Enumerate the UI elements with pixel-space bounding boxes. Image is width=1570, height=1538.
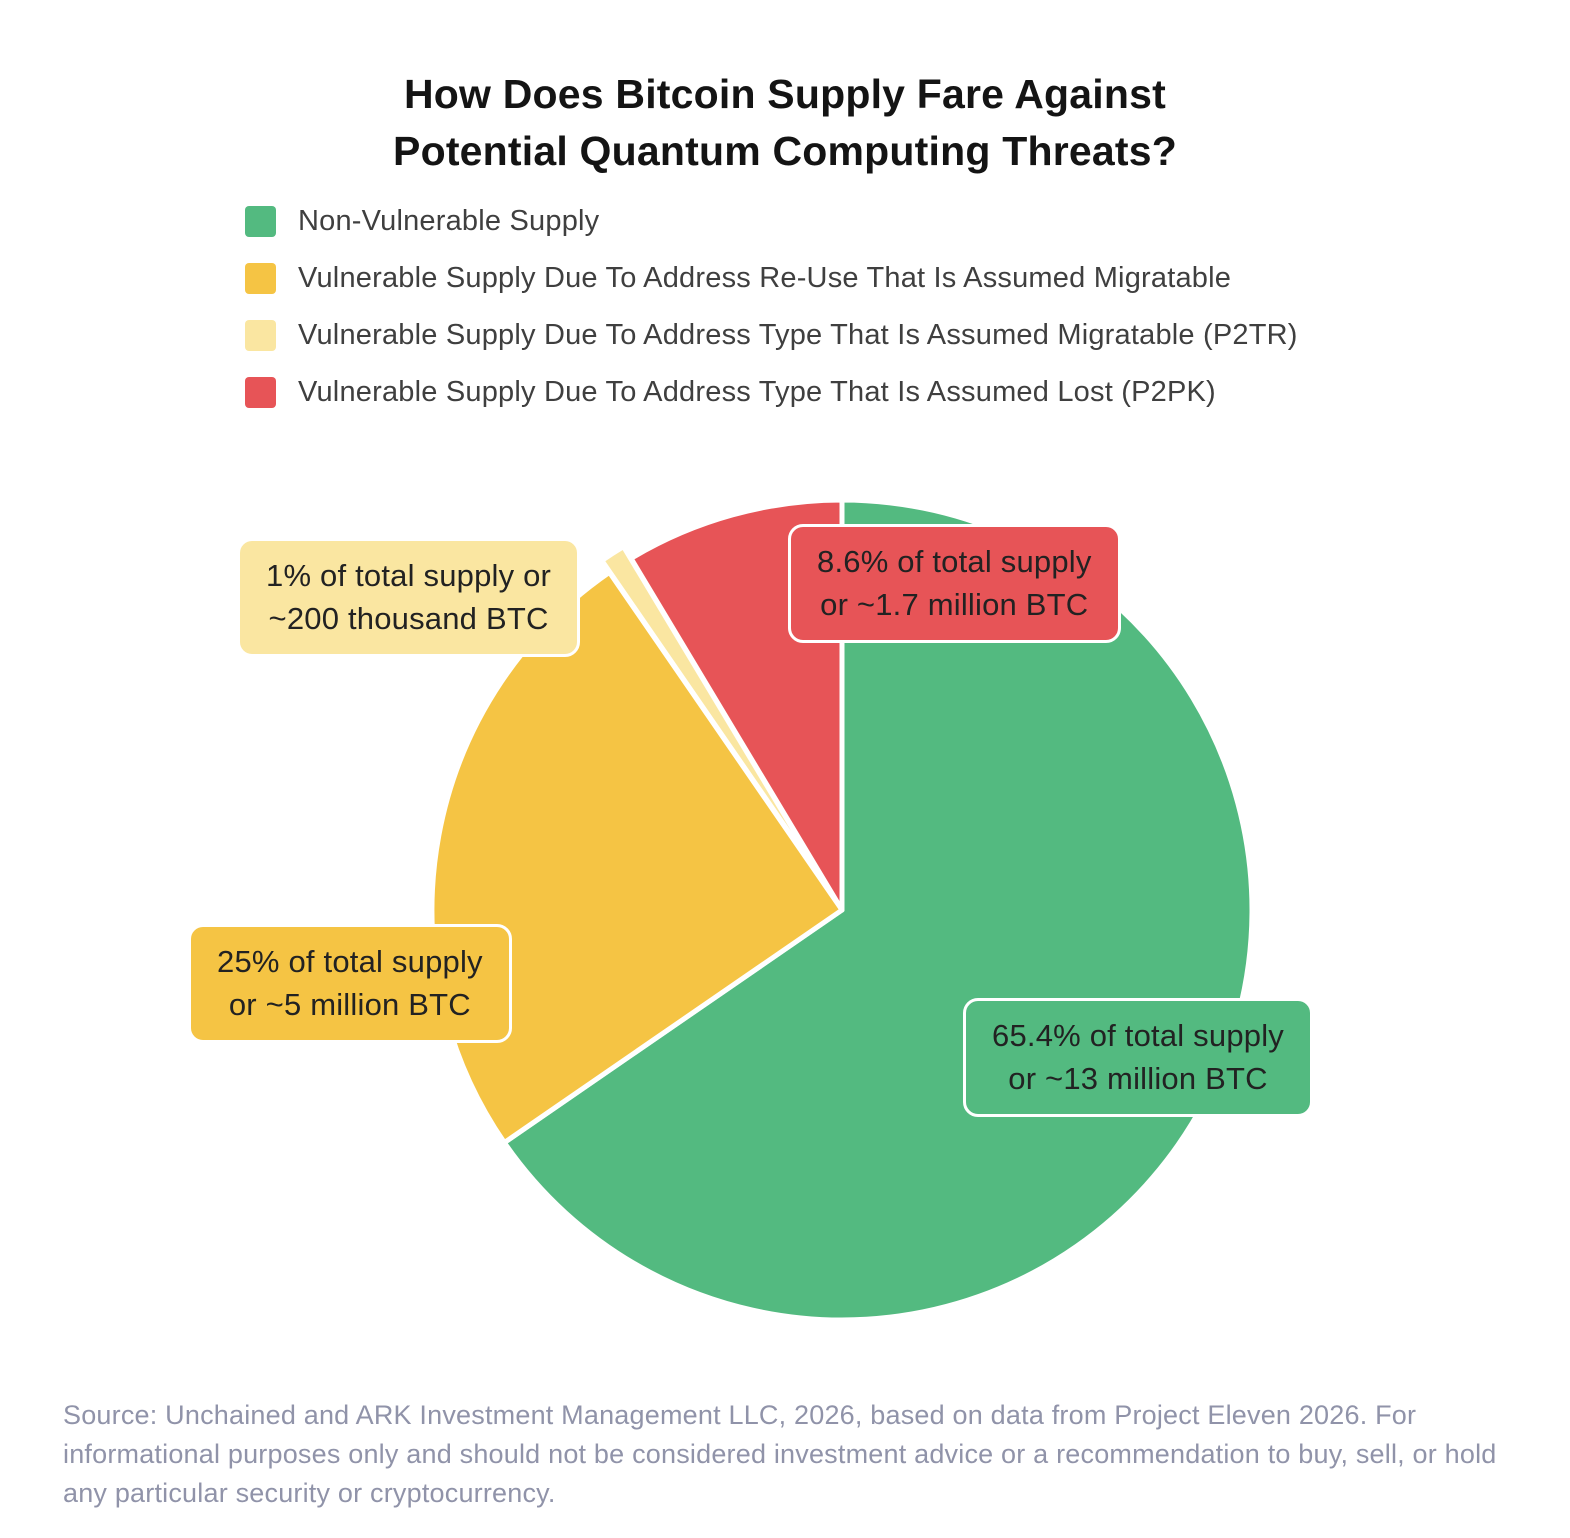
page-title-line1: How Does Bitcoin Supply Fare Against xyxy=(404,71,1166,117)
legend-swatch-green-icon xyxy=(245,205,276,237)
callout-p2tr-slice: 1% of total supply or ~200 thousand BTC xyxy=(237,538,581,657)
legend-item-p2tr-migratable: Vulnerable Supply Due To Address Type Th… xyxy=(245,319,1298,351)
callout-line: 65.4% of total supply xyxy=(992,1018,1284,1053)
callout-reuse-slice: 25% of total supply or ~5 million BTC xyxy=(188,924,512,1043)
page-title: How Does Bitcoin Supply Fare Against Pot… xyxy=(0,66,1570,179)
legend-item-p2pk-lost: Vulnerable Supply Due To Address Type Th… xyxy=(245,376,1298,408)
legend-label: Non-Vulnerable Supply xyxy=(298,204,600,237)
callout-line: 1% of total supply or xyxy=(266,558,552,593)
callout-non-vulnerable-slice: 65.4% of total supply or ~13 million BTC xyxy=(963,998,1313,1117)
legend-swatch-pale-yellow-icon xyxy=(245,319,276,351)
page-title-line2: Potential Quantum Computing Threats? xyxy=(393,127,1177,174)
legend-item-reuse-migratable: Vulnerable Supply Due To Address Re-Use … xyxy=(245,262,1298,294)
callout-line: ~200 thousand BTC xyxy=(268,601,549,637)
callout-line: or ~13 million BTC xyxy=(1008,1061,1268,1097)
callout-line: or ~5 million BTC xyxy=(228,987,471,1023)
legend-swatch-red-icon xyxy=(245,376,276,408)
callout-p2pk-slice: 8.6% of total supply or ~1.7 million BTC xyxy=(788,524,1121,643)
legend-swatch-yellow-icon xyxy=(245,262,276,294)
callout-line: 8.6% of total supply xyxy=(817,544,1092,579)
legend-label: Vulnerable Supply Due To Address Type Th… xyxy=(298,318,1298,351)
legend-item-non-vulnerable: Non-Vulnerable Supply xyxy=(245,205,1298,237)
source-text: Source: Unchained and ARK Investment Man… xyxy=(63,1400,1497,1508)
callout-line: 25% of total supply xyxy=(217,944,483,979)
chart-legend: Non-Vulnerable Supply Vulnerable Supply … xyxy=(245,205,1298,433)
legend-label: Vulnerable Supply Due To Address Type Th… xyxy=(298,375,1216,408)
callout-line: or ~1.7 million BTC xyxy=(820,587,1089,623)
pie-slice-3 xyxy=(599,544,837,901)
legend-label: Vulnerable Supply Due To Address Re-Use … xyxy=(298,261,1232,294)
